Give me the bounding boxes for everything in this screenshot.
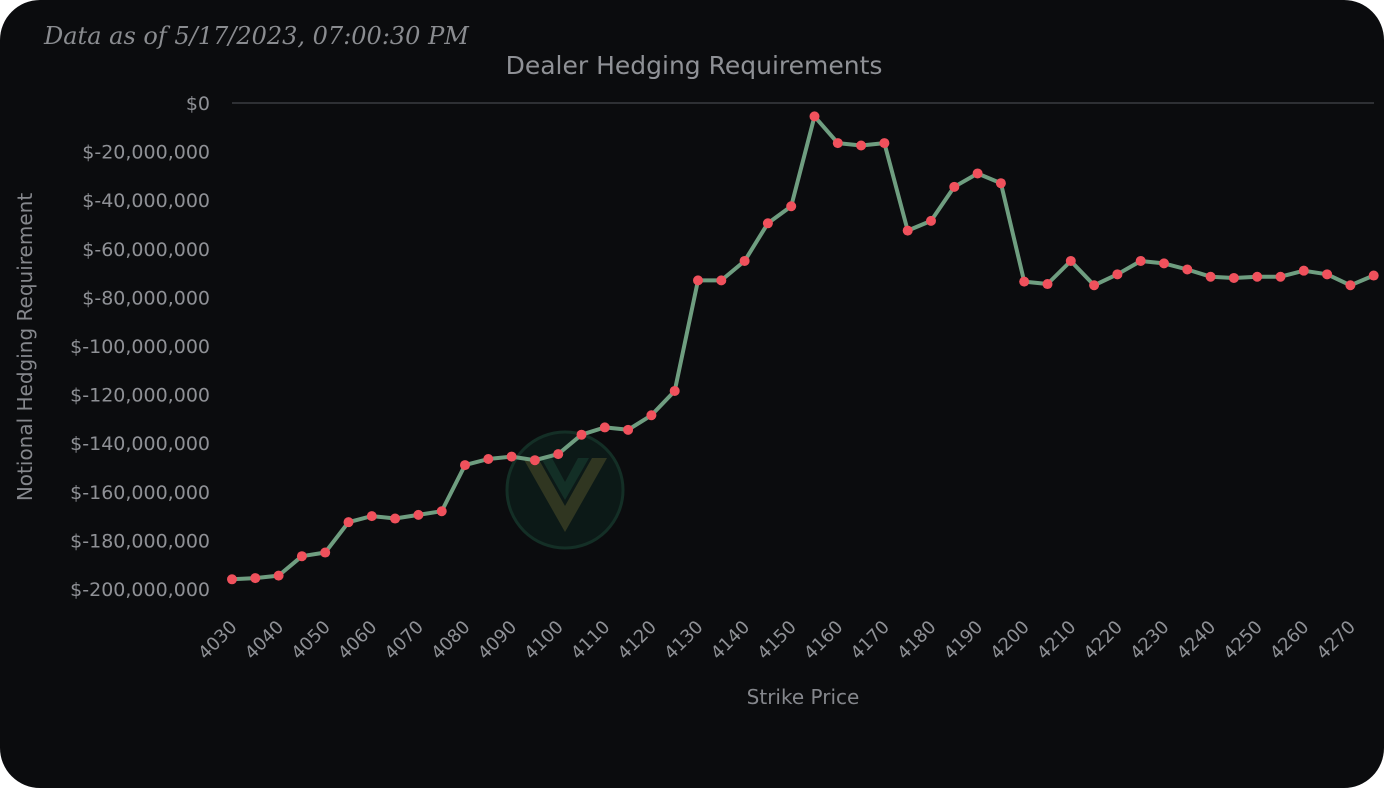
data-timestamp: Data as of 5/17/2023, 07:00:30 PM: [44, 22, 469, 50]
data-point: [739, 255, 750, 266]
x-tick-label: 4220: [1080, 617, 1127, 664]
data-point: [832, 138, 843, 149]
data-point: [483, 453, 494, 464]
x-axis-label: Strike Price: [747, 685, 860, 709]
x-axis-ticks: 4030 4040 4050 4060 4070 4080 4090 4100 4110 4120…: [194, 617, 1360, 664]
data-point: [995, 178, 1006, 189]
x-tick-label: 4230: [1126, 617, 1173, 664]
x-tick-label: 4100: [520, 617, 567, 664]
data-point: [1065, 255, 1076, 266]
data-point: [506, 451, 517, 462]
data-point: [949, 181, 960, 192]
data-point: [413, 509, 424, 520]
x-tick-label: 4270: [1313, 617, 1360, 664]
data-point: [623, 424, 634, 435]
x-tick-label: 4030: [194, 617, 241, 664]
x-tick-label: 4090: [474, 617, 521, 664]
data-point: [529, 455, 540, 466]
y-tick-label: $-40,000,000: [82, 190, 210, 212]
x-tick-label: 4110: [567, 617, 614, 664]
data-point: [250, 573, 261, 584]
data-point: [1019, 276, 1030, 287]
x-tick-label: 4070: [381, 617, 428, 664]
data-point: [1252, 271, 1263, 282]
data-point: [1275, 271, 1286, 282]
x-tick-label: 4250: [1219, 617, 1266, 664]
x-tick-label: 4160: [800, 617, 847, 664]
data-point: [1322, 269, 1333, 280]
y-tick-label: $0: [186, 93, 210, 115]
data-point: [646, 410, 657, 421]
data-point: [553, 449, 564, 460]
data-point: [1298, 265, 1309, 276]
data-point: [879, 138, 890, 149]
data-point: [1042, 279, 1053, 290]
x-tick-label: 4040: [241, 617, 288, 664]
data-point: [1089, 280, 1100, 291]
x-tick-label: 4260: [1266, 617, 1313, 664]
x-tick-label: 4150: [753, 617, 800, 664]
data-point: [576, 429, 587, 440]
x-tick-label: 4180: [893, 617, 940, 664]
x-tick-label: 4200: [986, 617, 1033, 664]
data-point: [1205, 271, 1216, 282]
x-tick-label: 4170: [847, 617, 894, 664]
y-tick-label: $-140,000,000: [70, 433, 210, 455]
data-point: [809, 111, 820, 122]
data-point: [343, 517, 354, 528]
series-line: [230, 114, 1376, 582]
x-tick-label: 4210: [1033, 617, 1080, 664]
data-point: [460, 460, 470, 471]
y-tick-label: $-200,000,000: [70, 579, 210, 601]
y-tick-label: $-60,000,000: [82, 239, 210, 261]
y-tick-label: $-120,000,000: [70, 385, 210, 407]
data-point: [762, 218, 773, 229]
data-point: [716, 275, 727, 286]
data-point: [320, 547, 331, 558]
data-point: [669, 385, 680, 396]
data-point: [599, 422, 610, 433]
data-point: [436, 506, 447, 517]
data-point: [926, 215, 936, 226]
data-point: [1345, 280, 1356, 291]
data-point: [1368, 270, 1379, 281]
x-tick-label: 4080: [427, 617, 474, 664]
data-point: [693, 275, 703, 286]
data-point: [390, 513, 401, 524]
data-point: [1182, 264, 1193, 275]
data-point: [902, 225, 913, 236]
data-point: [1112, 269, 1123, 280]
x-tick-label: 4050: [287, 617, 334, 664]
x-tick-label: 4140: [707, 617, 754, 664]
x-tick-label: 4060: [334, 617, 381, 664]
x-tick-label: 4190: [940, 617, 987, 664]
data-point: [1159, 258, 1169, 269]
y-axis-label: Notional Hedging Requirement: [13, 193, 37, 501]
y-tick-label: $-180,000,000: [70, 530, 210, 552]
data-point: [1228, 272, 1239, 283]
x-tick-label: 4120: [614, 617, 661, 664]
x-tick-label: 4240: [1173, 617, 1220, 664]
data-point: [1135, 255, 1146, 266]
chart-title: Dealer Hedging Requirements: [506, 51, 883, 80]
data-point: [296, 551, 307, 562]
data-point: [227, 574, 237, 585]
x-tick-label: 4130: [660, 617, 707, 664]
data-point: [786, 201, 797, 212]
data-point: [273, 570, 284, 581]
data-point: [366, 511, 377, 522]
series-points: [227, 111, 1379, 585]
y-tick-label: $-100,000,000: [70, 336, 210, 358]
y-tick-label: $-160,000,000: [70, 482, 210, 504]
y-tick-label: $-80,000,000: [82, 287, 210, 309]
y-axis-ticks: $0 $-20,000,000 $-40,000,000 $-60,000,000 $-…: [70, 93, 210, 601]
y-tick-label: $-20,000,000: [82, 142, 210, 164]
data-point: [972, 168, 983, 179]
data-point: [856, 140, 867, 151]
